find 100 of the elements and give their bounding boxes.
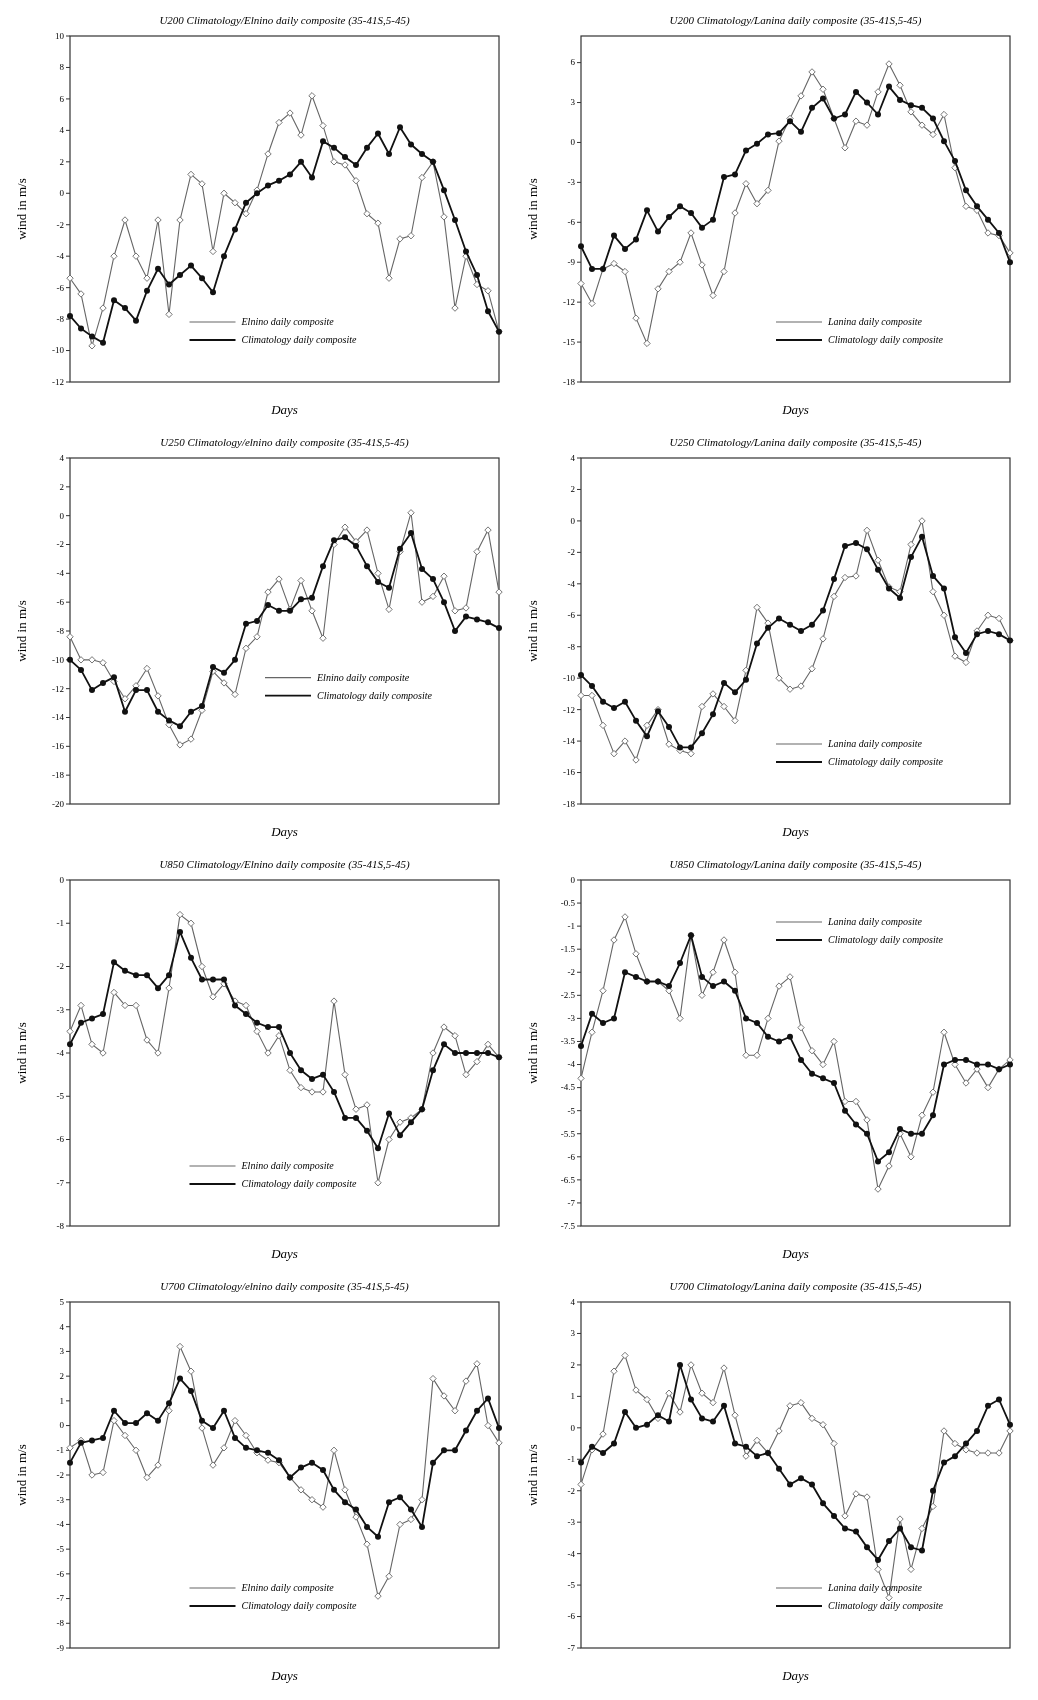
y-tick-label: -3 bbox=[56, 1004, 65, 1015]
chart-title: U200 Climatology/Lanina daily composite (35-41S,5-45) bbox=[669, 14, 922, 27]
y-tick-label: 8 bbox=[59, 62, 65, 73]
y-tick-label: 6 bbox=[570, 57, 576, 68]
y-tick-label: -3 bbox=[567, 1013, 576, 1024]
legend-label: Climatology daily composite bbox=[828, 934, 944, 946]
y-tick-label: -9 bbox=[56, 1642, 65, 1653]
legend-label: Elnino daily composite bbox=[240, 316, 335, 328]
y-axis-title: wind in m/s bbox=[14, 600, 29, 662]
y-tick-label: -1.5 bbox=[560, 944, 576, 955]
y-tick-label: -4 bbox=[56, 568, 65, 579]
y-axis-title: wind in m/s bbox=[14, 178, 29, 240]
y-tick-label: 2 bbox=[570, 1359, 575, 1370]
y-tick-label: -2 bbox=[56, 961, 64, 972]
y-tick-label: -18 bbox=[52, 770, 65, 781]
y-tick-label: 0 bbox=[570, 1422, 576, 1433]
y-tick-label: -6 bbox=[56, 597, 65, 608]
y-tick-label: 2 bbox=[59, 481, 64, 492]
y-tick-label: -4 bbox=[56, 1047, 65, 1058]
y-tick-label: -4 bbox=[567, 578, 576, 589]
legend-label: Elnino daily composite bbox=[316, 671, 410, 683]
y-tick-label: 0 bbox=[59, 1420, 65, 1431]
y-tick-label: -3 bbox=[56, 1494, 65, 1505]
y-tick-label: 4 bbox=[59, 452, 65, 463]
legend-label: Climatology daily composite bbox=[828, 1600, 944, 1612]
y-tick-label: -6 bbox=[56, 1568, 65, 1579]
y-axis-title: wind in m/s bbox=[14, 1444, 29, 1506]
y-tick-label: -2 bbox=[567, 967, 575, 978]
x-axis-title: Days bbox=[781, 1246, 809, 1261]
y-tick-label: -2 bbox=[56, 1469, 64, 1480]
y-tick-label: -8 bbox=[567, 641, 576, 652]
y-tick-label: 2 bbox=[59, 1371, 64, 1382]
y-tick-label: 4 bbox=[59, 1321, 65, 1332]
y-tick-label: -9 bbox=[567, 257, 576, 268]
y-tick-label: -8 bbox=[56, 1220, 65, 1231]
y-tick-label: -6 bbox=[56, 1134, 65, 1145]
y-tick-label: -16 bbox=[52, 741, 65, 752]
y-tick-label: -12 bbox=[563, 297, 575, 308]
y-tick-label: -3 bbox=[567, 1517, 576, 1528]
y-tick-label: 0 bbox=[59, 874, 65, 885]
y-tick-label: -1 bbox=[567, 921, 575, 932]
y-tick-label: 6 bbox=[59, 93, 65, 104]
y-tick-label: -18 bbox=[563, 798, 576, 809]
legend-label: Climatology daily composite bbox=[828, 756, 944, 768]
y-axis-title: wind in m/s bbox=[525, 1444, 540, 1506]
y-tick-label: 0 bbox=[570, 515, 576, 526]
y-axis-title: wind in m/s bbox=[525, 1022, 540, 1084]
chart-title: U700 Climatology/Lanina daily composite (35-41S,5-45) bbox=[669, 1280, 922, 1293]
y-tick-label: -4 bbox=[567, 1059, 576, 1070]
y-tick-label: -8 bbox=[56, 313, 65, 324]
chart-title: U250 Climatology/elnino daily composite (35-41S,5-45) bbox=[160, 436, 410, 449]
legend-label: Climatology daily composite bbox=[241, 1600, 358, 1612]
y-tick-label: 3 bbox=[59, 1346, 65, 1357]
legend-label: Lanina daily composite bbox=[827, 1582, 923, 1594]
y-tick-label: -7 bbox=[567, 1197, 576, 1208]
y-tick-label: -5 bbox=[567, 1105, 576, 1116]
y-tick-label: 4 bbox=[59, 125, 65, 136]
y-tick-label: -7 bbox=[56, 1593, 65, 1604]
y-tick-label: 0 bbox=[570, 137, 576, 148]
y-tick-label: 10 bbox=[55, 30, 65, 41]
y-tick-label: -4 bbox=[567, 1548, 576, 1559]
chart-title: U850 Climatology/Lanina daily composite (35-41S,5-45) bbox=[669, 858, 922, 871]
y-tick-label: -2 bbox=[567, 1485, 575, 1496]
y-tick-label: -16 bbox=[563, 767, 576, 778]
legend-label: Lanina daily composite bbox=[827, 316, 923, 328]
y-tick-label: -3.5 bbox=[560, 1036, 576, 1047]
y-tick-label: 2 bbox=[59, 156, 64, 167]
y-tick-label: -5 bbox=[56, 1544, 65, 1555]
legend-label: Lanina daily composite bbox=[827, 738, 923, 750]
y-tick-label: -10 bbox=[52, 654, 65, 665]
y-tick-label: 0 bbox=[59, 188, 65, 199]
y-tick-label: -8 bbox=[56, 625, 65, 636]
y-tick-label: 0 bbox=[570, 874, 576, 885]
y-tick-label: -5.5 bbox=[560, 1128, 576, 1139]
x-axis-title: Days bbox=[781, 1668, 809, 1683]
y-tick-label: -6 bbox=[567, 610, 576, 621]
legend-label: Elnino daily composite bbox=[240, 1582, 335, 1594]
y-tick-label: -12 bbox=[52, 683, 64, 694]
y-tick-label: -7 bbox=[56, 1177, 65, 1188]
y-tick-label: 1 bbox=[59, 1395, 64, 1406]
y-tick-label: -7 bbox=[567, 1642, 576, 1653]
y-axis-title: wind in m/s bbox=[525, 600, 540, 662]
x-axis-title: Days bbox=[270, 1246, 298, 1261]
x-axis-title: Days bbox=[781, 824, 809, 839]
chart-title: U700 Climatology/elnino daily composite (35-41S,5-45) bbox=[160, 1280, 410, 1293]
y-tick-label: -7.5 bbox=[560, 1220, 576, 1231]
y-tick-label: -4 bbox=[56, 251, 65, 262]
y-tick-label: -1 bbox=[567, 1454, 575, 1465]
x-axis-title: Days bbox=[270, 824, 298, 839]
y-tick-label: -12 bbox=[563, 704, 575, 715]
legend-label: Climatology daily composite bbox=[241, 1178, 358, 1190]
y-tick-label: 2 bbox=[570, 484, 575, 495]
y-tick-label: -12 bbox=[52, 376, 64, 387]
y-tick-label: -2.5 bbox=[560, 990, 576, 1001]
y-tick-label: -14 bbox=[563, 735, 576, 746]
legend-label: Elnino daily composite bbox=[240, 1160, 335, 1172]
y-tick-label: -2 bbox=[56, 539, 64, 550]
y-tick-label: -10 bbox=[52, 345, 65, 356]
y-tick-label: 1 bbox=[570, 1391, 575, 1402]
y-tick-label: -4.5 bbox=[560, 1082, 576, 1093]
